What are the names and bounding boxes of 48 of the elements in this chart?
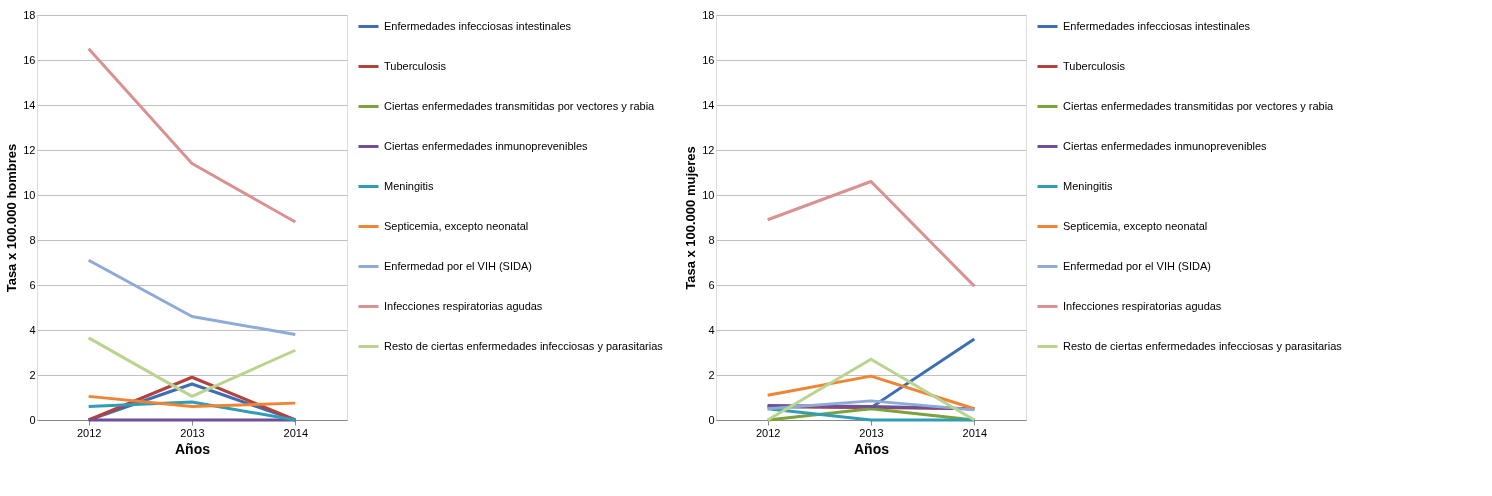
y-axis-title: Tasa x 100.000 hombres (4, 143, 20, 293)
legend-label: Septicemia, excepto neonatal (384, 219, 529, 232)
legend-label: Tuberculosis (384, 59, 447, 72)
y-tick-label: 16 (702, 53, 715, 66)
y-tick-label: 8 (29, 233, 36, 246)
legend-label: Meningitis (1063, 179, 1114, 192)
legend-label: Ciertas enfermedades transmitidas por vectores y rabia (384, 99, 656, 112)
legend-label: Meningitis (384, 179, 435, 192)
y-axis-title: Tasa x 100.000 mujeres (683, 146, 699, 290)
y-tick-label: 0 (29, 413, 36, 426)
y-tick-label: 14 (23, 98, 36, 111)
x-tick-label: 2014 (283, 426, 309, 439)
y-tick-label: 8 (708, 233, 715, 246)
legend-label: Septicemia, excepto neonatal (1063, 219, 1208, 232)
y-tick-label: 4 (29, 323, 36, 336)
y-tick-label: 18 (23, 8, 36, 21)
legend-label: Enfermedades infecciosas intestinales (384, 19, 572, 32)
legend-label: Resto de ciertas enfermedades infecciosas y parasitarias (384, 339, 664, 352)
y-tick-label: 2 (708, 368, 715, 381)
y-tick-label: 6 (29, 278, 36, 291)
y-tick-label: 2 (29, 368, 36, 381)
y-tick-label: 18 (702, 8, 715, 21)
legend-label: Tuberculosis (1063, 59, 1126, 72)
y-tick-label: 6 (708, 278, 715, 291)
y-tick-label: 10 (702, 188, 715, 201)
legend-label: Ciertas enfermedades inmunoprevenibles (384, 139, 589, 152)
y-tick-label: 0 (708, 413, 715, 426)
x-tick-label: 2013 (180, 426, 205, 439)
x-tick-label: 2014 (962, 426, 988, 439)
legend-label: Infecciones respiratorias agudas (384, 299, 543, 312)
y-tick-label: 16 (23, 53, 36, 66)
y-tick-label: 12 (702, 143, 715, 156)
legend-label: Enfermedad por el VIH (SIDA) (1063, 259, 1211, 272)
y-tick-label: 10 (23, 188, 36, 201)
y-tick-label: 14 (702, 98, 715, 111)
legend-label: Ciertas enfermedades inmunoprevenibles (1063, 139, 1268, 152)
x-tick-label: 2012 (755, 426, 781, 439)
x-axis-title: Años (175, 440, 211, 457)
legend-label: Enfermedad por el VIH (SIDA) (384, 259, 532, 272)
y-tick-label: 4 (708, 323, 715, 336)
x-tick-label: 2013 (859, 426, 884, 439)
legend-label: Enfermedades infecciosas intestinales (1063, 19, 1251, 32)
x-tick-label: 2012 (76, 426, 102, 439)
x-axis-title: Años (854, 440, 890, 457)
y-tick-label: 12 (23, 143, 36, 156)
legend-label: Ciertas enfermedades transmitidas por vectores y rabia (1063, 99, 1335, 112)
legend-label: Resto de ciertas enfermedades infecciosas y parasitarias (1063, 339, 1343, 352)
legend-label: Infecciones respiratorias agudas (1063, 299, 1222, 312)
